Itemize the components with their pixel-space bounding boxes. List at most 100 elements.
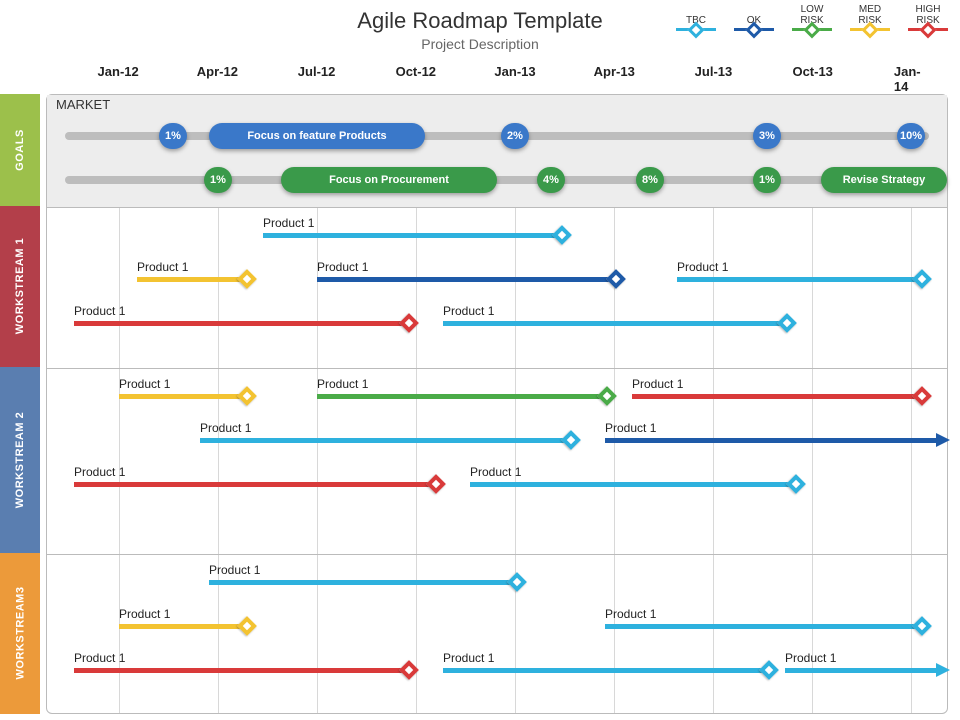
diamond-icon	[786, 474, 806, 494]
legend-item: HIGHRISK	[908, 4, 948, 31]
goal-pill: Revise Strategy	[821, 167, 947, 193]
time-tick: Jan-13	[494, 64, 535, 79]
bar-label: Product 1	[74, 651, 125, 665]
section-divider	[47, 207, 947, 208]
roadmap-bar: Product 1	[74, 668, 407, 673]
page-subtitle: Project Description	[0, 36, 960, 52]
diamond-icon	[912, 386, 932, 406]
diamond-icon	[237, 386, 257, 406]
legend-swatch	[676, 28, 716, 31]
roadmap-bar: Product 1	[119, 624, 245, 629]
roadmap-bar: Product 1	[605, 624, 920, 629]
legend-swatch	[908, 28, 948, 31]
roadmap-bar: Product 1	[74, 321, 407, 326]
goal-milestone: 10%	[897, 123, 925, 149]
roadmap-bar: Product 1	[785, 668, 938, 673]
bar-label: Product 1	[443, 651, 494, 665]
legend-item: LOWRISK	[792, 4, 832, 31]
diamond-icon	[426, 474, 446, 494]
goal-milestone: 1%	[159, 123, 187, 149]
goal-milestone: 1%	[204, 167, 232, 193]
roadmap-bar: Product 1	[470, 482, 794, 487]
diamond-icon	[912, 269, 932, 289]
goal-pill: Focus on Procurement	[281, 167, 497, 193]
side-label-ws1-text: WORKSTREAM 1	[14, 238, 26, 334]
side-label-ws2-text: WORKSTREAM 2	[14, 412, 26, 508]
side-label-ws2: WORKSTREAM 2	[0, 367, 40, 553]
legend-swatch	[734, 28, 774, 31]
roadmap-bar: Product 1	[443, 668, 767, 673]
roadmap-bar: Product 1	[632, 394, 920, 399]
time-tick: Jul-13	[695, 64, 733, 79]
roadmap-bar: Product 1	[209, 580, 515, 585]
goal-milestone: 8%	[636, 167, 664, 193]
market-label: MARKET	[56, 97, 110, 112]
diamond-icon	[759, 660, 779, 680]
bar-label: Product 1	[209, 563, 260, 577]
section-goals	[47, 95, 947, 207]
time-tick: Jan-14	[894, 64, 930, 94]
bar-label: Product 1	[74, 304, 125, 318]
goal-milestone: 3%	[753, 123, 781, 149]
roadmap-bar: Product 1	[317, 277, 614, 282]
side-label-ws1: WORKSTREAM 1	[0, 206, 40, 367]
legend-item: MEDRISK	[850, 4, 890, 31]
bar-label: Product 1	[119, 377, 170, 391]
roadmap-bar: Product 1	[443, 321, 785, 326]
legend-item: OK	[734, 4, 774, 31]
bar-label: Product 1	[785, 651, 836, 665]
legend-swatch	[850, 28, 890, 31]
bar-label: Product 1	[119, 607, 170, 621]
bar-label: Product 1	[632, 377, 683, 391]
bar-label: Product 1	[605, 607, 656, 621]
chart-area: MARKET 1% Focus on feature Products 2% 3% 10%…	[46, 94, 948, 714]
diamond-icon	[777, 313, 797, 333]
side-label-goals-text: GOALS	[14, 129, 26, 171]
goal-milestone: 2%	[501, 123, 529, 149]
time-tick: Oct-13	[792, 64, 832, 79]
bar-label: Product 1	[317, 260, 368, 274]
bar-label: Product 1	[605, 421, 656, 435]
side-label-ws3: WORKSTREAM3	[0, 553, 40, 714]
time-tick: Jul-12	[298, 64, 336, 79]
time-tick: Apr-13	[594, 64, 635, 79]
bar-label: Product 1	[200, 421, 251, 435]
diamond-icon	[237, 269, 257, 289]
bar-label: Product 1	[443, 304, 494, 318]
goal-track	[65, 132, 929, 140]
bar-label: Product 1	[137, 260, 188, 274]
legend: TBC OK LOWRISK MEDRISK HIGHRISK	[676, 4, 948, 31]
legend-item: TBC	[676, 4, 716, 31]
diamond-icon	[561, 430, 581, 450]
diamond-icon	[912, 616, 932, 636]
bar-label: Product 1	[263, 216, 314, 230]
diamond-icon	[237, 616, 257, 636]
side-label-goals: GOALS	[0, 94, 40, 206]
roadmap-bar: Product 1	[137, 277, 245, 282]
roadmap-bar: Product 1	[317, 394, 605, 399]
section-divider	[47, 554, 947, 555]
time-axis: Jan-12 Apr-12 Jul-12 Oct-12 Jan-13 Apr-13 Jul-…	[46, 64, 948, 88]
diamond-icon	[507, 572, 527, 592]
roadmap-bar: Product 1	[263, 233, 560, 238]
diamond-icon	[606, 269, 626, 289]
roadmap-bar: Product 1	[677, 277, 920, 282]
roadmap-bar: Product 1	[200, 438, 569, 443]
time-tick: Oct-12	[396, 64, 436, 79]
bar-label: Product 1	[470, 465, 521, 479]
goal-pill: Focus on feature Products	[209, 123, 425, 149]
goal-milestone: 1%	[753, 167, 781, 193]
bar-label: Product 1	[677, 260, 728, 274]
roadmap-bar: Product 1	[605, 438, 938, 443]
goal-milestone: 4%	[537, 167, 565, 193]
roadmap-bar: Product 1	[119, 394, 245, 399]
legend-swatch	[792, 28, 832, 31]
time-tick: Jan-12	[98, 64, 139, 79]
bar-label: Product 1	[74, 465, 125, 479]
goal-track	[65, 176, 929, 184]
diamond-icon	[552, 225, 572, 245]
side-label-ws3-text: WORKSTREAM3	[14, 587, 26, 680]
roadmap-bar: Product 1	[74, 482, 434, 487]
time-tick: Apr-12	[197, 64, 238, 79]
bar-label: Product 1	[317, 377, 368, 391]
